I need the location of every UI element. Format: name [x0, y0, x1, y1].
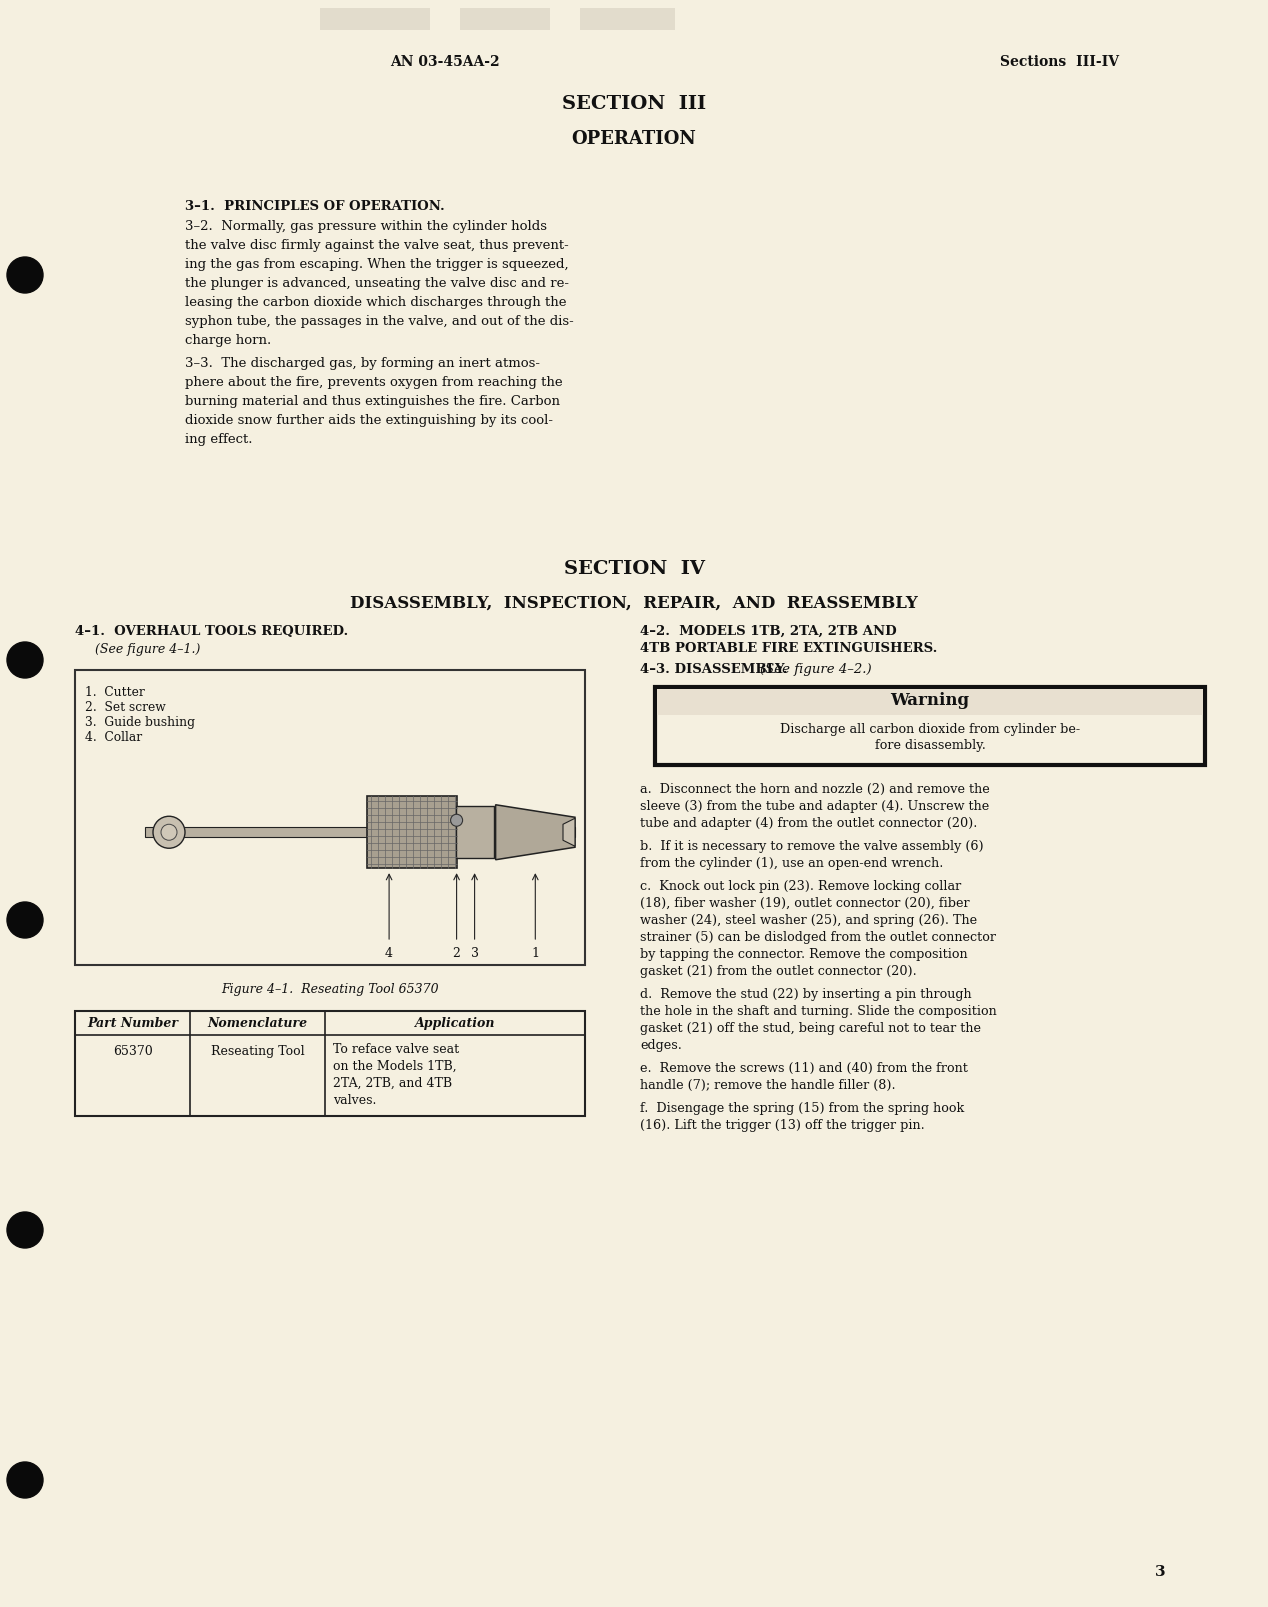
- Text: To reface valve seat: To reface valve seat: [333, 1043, 459, 1056]
- Text: a.  Disconnect the horn and nozzle (2) and remove the: a. Disconnect the horn and nozzle (2) an…: [640, 783, 990, 795]
- Text: DISASSEMBLY,  INSPECTION,  REPAIR,  AND  REASSEMBLY: DISASSEMBLY, INSPECTION, REPAIR, AND REA…: [350, 595, 918, 612]
- Text: 2TA, 2TB, and 4TB: 2TA, 2TB, and 4TB: [333, 1077, 453, 1090]
- Text: c.  Knock out lock pin (23). Remove locking collar: c. Knock out lock pin (23). Remove locki…: [640, 881, 961, 893]
- Polygon shape: [563, 818, 574, 847]
- Text: 4: 4: [385, 947, 393, 959]
- Text: dioxide snow further aids the extinguishing by its cool-: dioxide snow further aids the extinguish…: [185, 415, 553, 427]
- Text: valves.: valves.: [333, 1094, 377, 1107]
- Bar: [657, 689, 1203, 715]
- Text: 1: 1: [531, 947, 539, 959]
- Text: gasket (21) from the outlet connector (20).: gasket (21) from the outlet connector (2…: [640, 964, 917, 979]
- Text: burning material and thus extinguishes the fire. Carbon: burning material and thus extinguishes t…: [185, 395, 560, 408]
- Polygon shape: [496, 805, 574, 860]
- Bar: [366, 795, 456, 868]
- Bar: [75, 1011, 585, 1115]
- Text: 4–2.  MODELS 1TB, 2TA, 2TB AND: 4–2. MODELS 1TB, 2TA, 2TB AND: [640, 625, 896, 638]
- Text: b.  If it is necessary to remove the valve assembly (6): b. If it is necessary to remove the valv…: [640, 840, 984, 853]
- Text: AN 03-45AA-2: AN 03-45AA-2: [391, 55, 500, 69]
- Text: 3–3.  The discharged gas, by forming an inert atmos-: 3–3. The discharged gas, by forming an i…: [185, 357, 540, 370]
- Text: washer (24), steel washer (25), and spring (26). The: washer (24), steel washer (25), and spri…: [640, 914, 978, 927]
- Text: 4–1.  OVERHAUL TOOLS REQUIRED.: 4–1. OVERHAUL TOOLS REQUIRED.: [75, 625, 349, 638]
- Text: Figure 4–1.  Reseating Tool 65370: Figure 4–1. Reseating Tool 65370: [221, 983, 439, 996]
- Text: 3: 3: [1155, 1565, 1165, 1580]
- Text: Discharge all carbon dioxide from cylinder be-: Discharge all carbon dioxide from cylind…: [780, 723, 1080, 736]
- Circle shape: [8, 902, 43, 938]
- Bar: [320, 8, 430, 31]
- Text: the valve disc firmly against the valve seat, thus prevent-: the valve disc firmly against the valve …: [185, 239, 569, 252]
- Text: leasing the carbon dioxide which discharges through the: leasing the carbon dioxide which dischar…: [185, 296, 567, 309]
- Circle shape: [153, 816, 185, 848]
- Text: 65370: 65370: [113, 1045, 152, 1057]
- Text: OPERATION: OPERATION: [572, 130, 696, 148]
- Text: 4–3. DISASSEMBLY.: 4–3. DISASSEMBLY.: [640, 664, 787, 677]
- Text: e.  Remove the screws (11) and (40) from the front: e. Remove the screws (11) and (40) from …: [640, 1062, 967, 1075]
- Text: by tapping the connector. Remove the composition: by tapping the connector. Remove the com…: [640, 948, 967, 961]
- Text: ing effect.: ing effect.: [185, 432, 252, 447]
- Bar: [455, 807, 493, 858]
- Circle shape: [8, 643, 43, 678]
- Text: edges.: edges.: [640, 1040, 682, 1053]
- Text: phere about the fire, prevents oxygen from reaching the: phere about the fire, prevents oxygen fr…: [185, 376, 563, 389]
- Text: d.  Remove the stud (22) by inserting a pin through: d. Remove the stud (22) by inserting a p…: [640, 988, 971, 1001]
- Circle shape: [450, 815, 463, 826]
- Text: gasket (21) off the stud, being careful not to tear the: gasket (21) off the stud, being careful …: [640, 1022, 981, 1035]
- Text: charge horn.: charge horn.: [185, 334, 271, 347]
- Circle shape: [8, 1212, 43, 1249]
- Text: from the cylinder (1), use an open-end wrench.: from the cylinder (1), use an open-end w…: [640, 857, 943, 869]
- Text: the hole in the shaft and turning. Slide the composition: the hole in the shaft and turning. Slide…: [640, 1004, 997, 1017]
- Text: syphon tube, the passages in the valve, and out of the dis-: syphon tube, the passages in the valve, …: [185, 315, 573, 328]
- Text: 3–2.  Normally, gas pressure within the cylinder holds: 3–2. Normally, gas pressure within the c…: [185, 220, 547, 233]
- Text: tube and adapter (4) from the outlet connector (20).: tube and adapter (4) from the outlet con…: [640, 816, 978, 829]
- Text: SECTION  IV: SECTION IV: [563, 559, 705, 579]
- Text: Sections  III-IV: Sections III-IV: [1000, 55, 1118, 69]
- Text: 4TB PORTABLE FIRE EXTINGUISHERS.: 4TB PORTABLE FIRE EXTINGUISHERS.: [640, 643, 937, 656]
- Text: sleeve (3) from the tube and adapter (4). Unscrew the: sleeve (3) from the tube and adapter (4)…: [640, 800, 989, 813]
- Text: (See figure 4–2.): (See figure 4–2.): [760, 664, 871, 677]
- Text: ing the gas from escaping. When the trigger is squeezed,: ing the gas from escaping. When the trig…: [185, 259, 568, 272]
- Circle shape: [161, 824, 178, 840]
- Text: Reseating Tool: Reseating Tool: [210, 1045, 304, 1057]
- Text: fore disassembly.: fore disassembly.: [875, 739, 985, 752]
- Text: 4.  Collar: 4. Collar: [85, 731, 142, 744]
- Text: Part Number: Part Number: [87, 1017, 178, 1030]
- Text: Application: Application: [415, 1017, 496, 1030]
- Text: 3–1.  PRINCIPLES OF OPERATION.: 3–1. PRINCIPLES OF OPERATION.: [185, 199, 445, 214]
- Text: Nomenclature: Nomenclature: [208, 1017, 308, 1030]
- Bar: [656, 688, 1205, 765]
- Text: f.  Disengage the spring (15) from the spring hook: f. Disengage the spring (15) from the sp…: [640, 1102, 964, 1115]
- Text: 2: 2: [453, 947, 460, 959]
- Text: the plunger is advanced, unseating the valve disc and re-: the plunger is advanced, unseating the v…: [185, 276, 569, 289]
- Text: 3.  Guide bushing: 3. Guide bushing: [85, 717, 195, 730]
- Text: (18), fiber washer (19), outlet connector (20), fiber: (18), fiber washer (19), outlet connecto…: [640, 897, 970, 910]
- Text: 2.  Set screw: 2. Set screw: [85, 701, 166, 714]
- Text: Warning: Warning: [890, 693, 970, 709]
- Bar: [75, 670, 585, 964]
- Text: SECTION  III: SECTION III: [562, 95, 706, 112]
- Text: on the Models 1TB,: on the Models 1TB,: [333, 1061, 456, 1073]
- Bar: [145, 828, 574, 837]
- Circle shape: [8, 257, 43, 292]
- Text: (See figure 4–1.): (See figure 4–1.): [95, 643, 200, 656]
- Text: 3: 3: [470, 947, 478, 959]
- Bar: [460, 8, 550, 31]
- Text: strainer (5) can be dislodged from the outlet connector: strainer (5) can be dislodged from the o…: [640, 930, 995, 943]
- Bar: [579, 8, 675, 31]
- Circle shape: [8, 1462, 43, 1498]
- Text: 1.  Cutter: 1. Cutter: [85, 686, 145, 699]
- Text: (16). Lift the trigger (13) off the trigger pin.: (16). Lift the trigger (13) off the trig…: [640, 1118, 924, 1131]
- Text: handle (7); remove the handle filler (8).: handle (7); remove the handle filler (8)…: [640, 1078, 895, 1093]
